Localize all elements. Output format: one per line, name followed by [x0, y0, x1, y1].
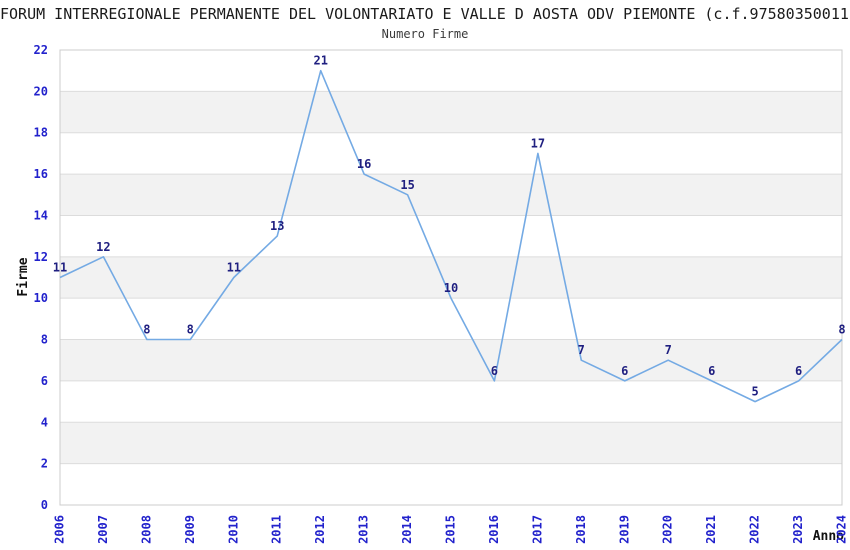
plot-band [60, 91, 842, 133]
plot-band [60, 422, 842, 464]
x-tick-label: 2013 [357, 515, 371, 544]
x-tick-label: 2023 [791, 515, 805, 544]
data-label: 11 [53, 261, 67, 275]
data-label: 7 [665, 343, 672, 357]
data-label: 6 [795, 364, 802, 378]
data-label: 21 [313, 54, 327, 68]
data-label: 11 [227, 261, 241, 275]
x-tick-label: 2019 [617, 515, 631, 544]
y-tick-label: 16 [34, 167, 48, 181]
plot-band [60, 256, 842, 299]
data-label: 6 [491, 364, 498, 378]
x-tick-label: 2018 [574, 515, 588, 544]
x-tick-label: 2009 [183, 515, 197, 544]
x-tick-label: 2006 [53, 515, 67, 544]
x-tick-label: 2017 [530, 515, 544, 544]
data-label: 16 [357, 157, 371, 171]
y-tick-label: 6 [41, 374, 48, 388]
x-tick-label: 2024 [835, 515, 849, 544]
plot-band [60, 174, 842, 216]
y-tick-label: 12 [34, 250, 48, 264]
chart-title: FORUM INTERREGIONALE PERMANENTE DEL VOLO… [0, 5, 850, 23]
y-tick-label: 18 [34, 126, 48, 140]
y-tick-label: 0 [41, 498, 48, 512]
series-line [59, 69, 843, 403]
data-label: 10 [444, 281, 458, 295]
x-tick-label: 2021 [704, 515, 718, 544]
y-tick-label: 20 [34, 84, 48, 98]
data-label: 15 [400, 178, 414, 192]
x-axis-label: Anno [812, 529, 844, 544]
data-label: 8 [838, 323, 845, 337]
chart-subtitle: Numero Firme [381, 27, 469, 41]
x-tick-label: 2011 [270, 515, 284, 544]
y-tick-label: 4 [41, 415, 48, 429]
x-tick-label: 2008 [139, 515, 153, 544]
x-tick-label: 2016 [487, 515, 501, 544]
x-tick-label: 2022 [748, 515, 762, 544]
x-tick-label: 2012 [313, 515, 327, 544]
data-label: 13 [270, 219, 284, 233]
y-tick-label: 2 [41, 457, 48, 471]
y-tick-label: 10 [34, 291, 48, 305]
y-tick-label: 22 [34, 43, 48, 57]
x-tick-label: 2010 [226, 515, 240, 544]
y-tick-label: 14 [34, 209, 48, 223]
y-tick-label: 8 [41, 333, 48, 347]
data-label: 12 [96, 240, 110, 254]
data-label: 6 [621, 364, 628, 378]
data-label: 5 [751, 385, 758, 399]
x-tick-label: 2020 [661, 515, 675, 544]
data-label: 17 [531, 136, 545, 150]
x-tick-label: 2015 [444, 515, 458, 544]
data-label: 8 [143, 323, 150, 337]
plot-band [60, 339, 842, 381]
data-label: 8 [187, 323, 194, 337]
data-label: 7 [578, 343, 585, 357]
x-tick-label: 2014 [400, 515, 414, 544]
data-label: 6 [708, 364, 715, 378]
x-tick-label: 2007 [96, 515, 110, 544]
